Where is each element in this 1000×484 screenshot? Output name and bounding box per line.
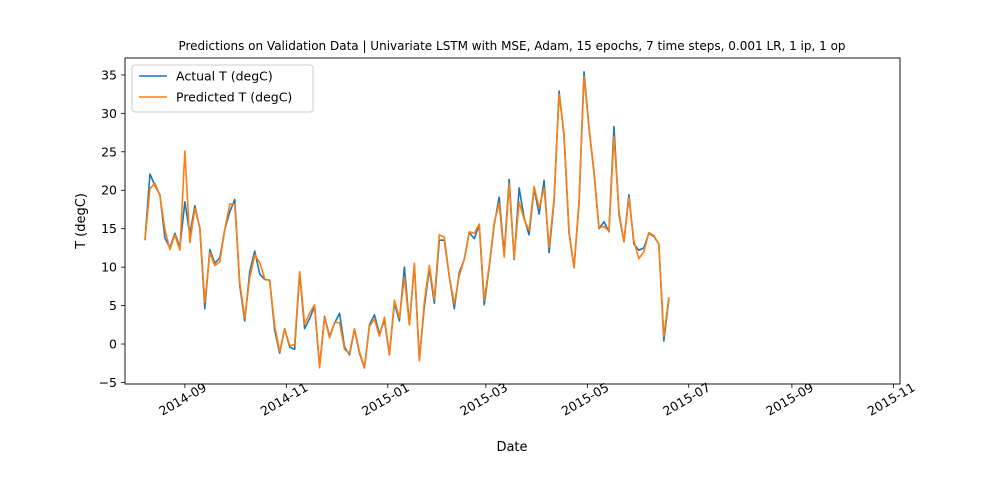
legend: Actual T (degC) Predicted T (degC) xyxy=(131,64,314,113)
y-tick-label: 5 xyxy=(109,298,117,313)
y-tick-label: 30 xyxy=(101,106,117,121)
legend-label-actual: Actual T (degC) xyxy=(176,69,273,84)
y-axis-label: T (degC) xyxy=(74,193,89,250)
chart-title: Predictions on Validation Data | Univari… xyxy=(178,39,845,53)
y-tick-label: 10 xyxy=(101,260,117,275)
y-tick-label: 0 xyxy=(109,337,117,352)
series-lines xyxy=(144,71,670,369)
x-axis-label: Date xyxy=(496,440,527,455)
y-tick-label: 25 xyxy=(101,144,117,159)
legend-box xyxy=(131,64,314,113)
series-line-predicted xyxy=(144,75,670,369)
y-tick-label: 35 xyxy=(101,67,117,82)
y-tick-label: 20 xyxy=(101,183,117,198)
y-tick-label: −5 xyxy=(99,375,117,390)
y-axis: −5 0 5 10 15 20 25 30 35 xyxy=(99,67,125,390)
legend-label-predicted: Predicted T (degC) xyxy=(176,90,292,105)
y-tick-label: 15 xyxy=(101,221,117,236)
plot-area xyxy=(124,57,901,385)
